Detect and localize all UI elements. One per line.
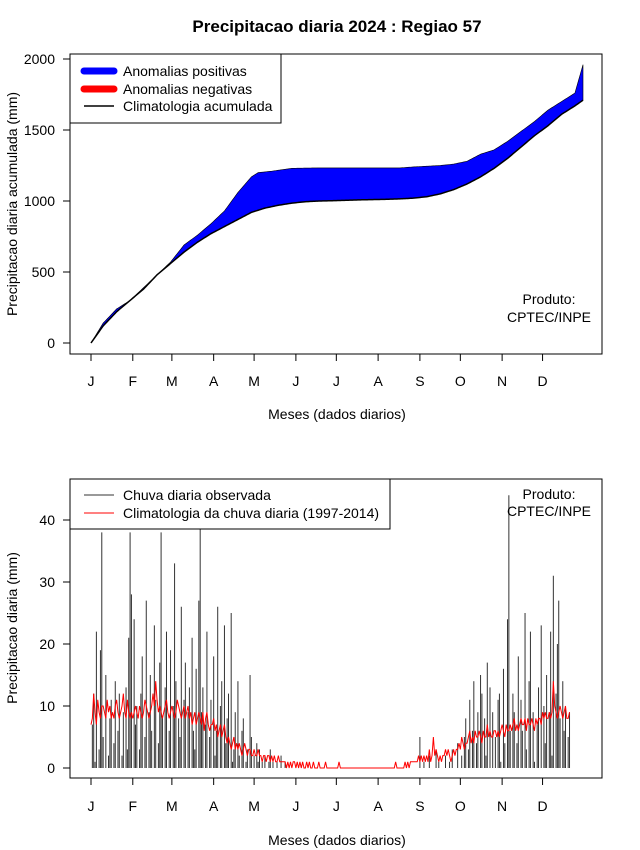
x-tick-label: J [292, 373, 299, 389]
climatology-cumulative-line [90, 99, 584, 344]
x-tick-label: J [333, 373, 340, 389]
x-tick-label: J [88, 798, 95, 814]
daily-x-axis-label: Meses (dados diarios) [268, 832, 406, 848]
daily-panel: 0 10 20 30 40 J F M A M J J A S O N D Meses (dados diar… [4, 478, 603, 848]
y-tick-label: 2000 [24, 51, 55, 67]
legend-label-clim-daily: Climatologia da chuva diaria (1997-2014) [123, 505, 379, 521]
y-tick-label: 30 [39, 574, 55, 590]
x-tick-label: S [415, 373, 424, 389]
daily-legend: Chuva diaria observada Climatologia da c… [69, 478, 391, 530]
y-tick-label: 40 [39, 512, 55, 528]
product-annotation-line2: CPTEC/INPE [507, 503, 591, 519]
x-tick-label: A [373, 798, 383, 814]
cumulative-y-axis: 0 500 1000 1500 2000 [24, 51, 71, 351]
cumulative-legend: Anomalias positivas Anomalias negativas … [69, 53, 282, 124]
product-annotation-line1: Produto: [523, 291, 576, 307]
daily-y-axis-label: Precipitacao diaria (mm) [4, 552, 20, 704]
legend-label-negative: Anomalias negativas [123, 81, 252, 97]
x-tick-label: A [209, 373, 219, 389]
x-tick-label: J [292, 798, 299, 814]
y-tick-label: 0 [47, 760, 55, 776]
cumulative-panel: 0 500 1000 1500 2000 J F M A M J J A S O N D Meses (dad… [4, 51, 603, 422]
y-tick-label: 10 [39, 698, 55, 714]
legend-label-positive: Anomalias positivas [123, 63, 247, 79]
x-tick-label: D [537, 373, 547, 389]
y-tick-label: 1000 [24, 193, 55, 209]
x-tick-label: F [129, 373, 138, 389]
x-tick-label: M [166, 373, 178, 389]
x-tick-label: N [497, 373, 507, 389]
legend-label-observed: Chuva diaria observada [123, 487, 271, 503]
x-tick-label: M [248, 798, 260, 814]
daily-y-axis: 0 10 20 30 40 [39, 512, 71, 776]
x-tick-label: J [88, 373, 95, 389]
y-tick-label: 1500 [24, 122, 55, 138]
x-tick-label: S [415, 798, 424, 814]
product-annotation-line1: Produto: [523, 486, 576, 502]
y-tick-label: 20 [39, 636, 55, 652]
x-tick-label: M [248, 373, 260, 389]
daily-legend-box [69, 478, 391, 530]
x-tick-label: O [455, 373, 466, 389]
daily-plot-area [90, 495, 571, 769]
x-tick-label: F [129, 798, 138, 814]
legend-label-climatology: Climatologia acumulada [123, 98, 273, 114]
cumulative-y-axis-label: Precipitacao diaria acumulada (mm) [4, 92, 20, 316]
chart-title: Precipitacao diaria 2024 : Regiao 57 [192, 17, 481, 36]
x-tick-label: D [537, 798, 547, 814]
x-tick-label: O [455, 798, 466, 814]
x-tick-label: A [373, 373, 383, 389]
product-annotation-line2: CPTEC/INPE [507, 309, 591, 325]
y-tick-label: 0 [47, 335, 55, 351]
cumulative-plot-area [90, 64, 584, 344]
cumulative-x-axis-label: Meses (dados diarios) [268, 406, 406, 422]
x-tick-label: J [333, 798, 340, 814]
x-tick-label: M [166, 798, 178, 814]
climatology-daily-line [90, 681, 571, 769]
x-tick-label: N [497, 798, 507, 814]
y-tick-label: 500 [32, 264, 56, 280]
x-tick-label: A [209, 798, 219, 814]
